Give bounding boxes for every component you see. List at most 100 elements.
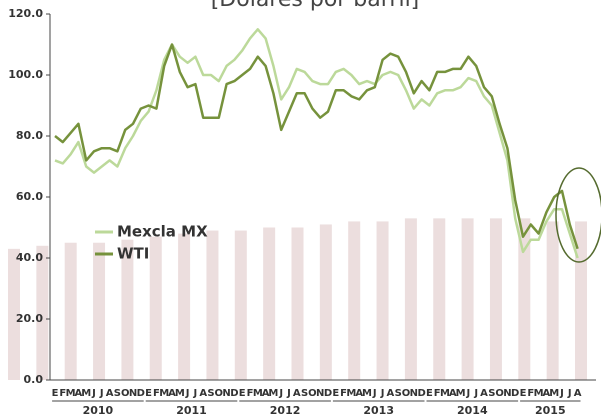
y-tick-label: 120.0 [8, 7, 43, 20]
y-tick-label: 0.0 [24, 373, 44, 386]
x-tick-label: J [193, 388, 198, 399]
x-tick-label: M [440, 388, 450, 399]
highlight-ellipse [555, 167, 601, 263]
x-tick-label: J [473, 388, 478, 399]
x-tick-label: A [199, 388, 207, 399]
x-tick-label: O [215, 388, 224, 399]
background-bar [8, 248, 20, 380]
background-bar [121, 239, 134, 380]
x-tick-label: S [488, 388, 495, 399]
x-tick-label: J [286, 388, 291, 399]
x-tick-label: M [268, 388, 278, 399]
background-bar [348, 221, 361, 380]
year-label: 2012 [270, 404, 301, 416]
x-tick-label: D [137, 388, 145, 399]
x-tick-label: O [121, 388, 130, 399]
x-tick-label: N [410, 388, 418, 399]
x-tick-label: N [222, 388, 230, 399]
x-tick-label: S [301, 388, 308, 399]
x-tick-label: J [466, 388, 471, 399]
x-tick-label: A [355, 388, 363, 399]
background-bar [461, 218, 474, 380]
x-tick-label: S [207, 388, 214, 399]
year-label: 2014 [457, 404, 488, 416]
x-tick-label: M [253, 388, 263, 399]
x-tick-label: J [567, 388, 572, 399]
year-label: 2010 [83, 404, 114, 416]
x-tick-label: E [52, 388, 59, 399]
background-bar [433, 218, 446, 380]
x-tick-label: F [434, 388, 441, 399]
x-tick-label: J [91, 388, 96, 399]
x-tick-label: O [402, 388, 411, 399]
y-tick-label: 40.0 [16, 251, 43, 264]
x-tick-label: M [549, 388, 559, 399]
x-tick-label: M [456, 388, 466, 399]
x-tick-label: F [527, 388, 534, 399]
x-tick-label: J [185, 388, 190, 399]
x-tick-label: E [145, 388, 152, 399]
x-tick-label: N [316, 388, 324, 399]
x-tick-label: F [247, 388, 254, 399]
x-tick-label: M [175, 388, 185, 399]
x-tick-label: O [308, 388, 317, 399]
year-label: 2013 [363, 404, 394, 416]
background-bar [64, 242, 77, 380]
x-tick-label: N [129, 388, 137, 399]
series-line [54, 43, 579, 250]
x-tick-label: M [81, 388, 91, 399]
x-tick-label: A [293, 388, 301, 399]
background-bar [489, 218, 502, 380]
year-label: 2015 [535, 404, 566, 416]
x-tick-label: E [426, 388, 433, 399]
x-tick-label: D [417, 388, 425, 399]
x-tick-label: J [99, 388, 104, 399]
x-tick-label: S [395, 388, 402, 399]
x-tick-label: A [574, 388, 582, 399]
x-tick-label: M [66, 388, 76, 399]
x-tick-label: A [168, 388, 176, 399]
background-bar [263, 227, 276, 380]
background-bar [206, 230, 219, 380]
x-tick-label: F [59, 388, 66, 399]
bars [8, 218, 587, 380]
y-tick-label: 80.0 [16, 129, 43, 142]
x-tick-label: J [278, 388, 283, 399]
legend-label: Mexcla MX [117, 223, 208, 241]
background-bar [518, 218, 531, 380]
background-bar [93, 242, 106, 380]
x-tick-label: A [387, 388, 395, 399]
x-tick-label: M [159, 388, 169, 399]
series-line [54, 28, 579, 259]
y-tick-label: 100.0 [8, 68, 43, 81]
x-tick-label: N [503, 388, 511, 399]
x-tick-label: J [559, 388, 564, 399]
x-tick-label: F [153, 388, 160, 399]
background-bar [291, 227, 304, 380]
x-tick-label: D [230, 388, 238, 399]
x-tick-label: A [480, 388, 488, 399]
background-bar [376, 221, 389, 380]
x-tick-label: E [332, 388, 339, 399]
x-tick-label: A [75, 388, 83, 399]
background-bar [178, 233, 191, 380]
y-tick-label: 20.0 [16, 312, 43, 325]
x-tick-label: S [114, 388, 121, 399]
x-tick-label: A [543, 388, 551, 399]
x-tick-label: M [362, 388, 372, 399]
x-tick-label: D [324, 388, 332, 399]
background-bar [546, 221, 559, 380]
lines [54, 28, 579, 259]
legend-label: WTI [117, 245, 149, 263]
x-tick-label: M [346, 388, 356, 399]
background-bar [319, 224, 332, 380]
x-tick-label: J [380, 388, 385, 399]
x-tick-label: A [106, 388, 114, 399]
x-tick-label: A [449, 388, 457, 399]
x-tick-label: D [511, 388, 519, 399]
x-tick-label: E [239, 388, 246, 399]
chart-title: [Dólares por barril] [211, 0, 420, 12]
x-tick-label: M [534, 388, 544, 399]
